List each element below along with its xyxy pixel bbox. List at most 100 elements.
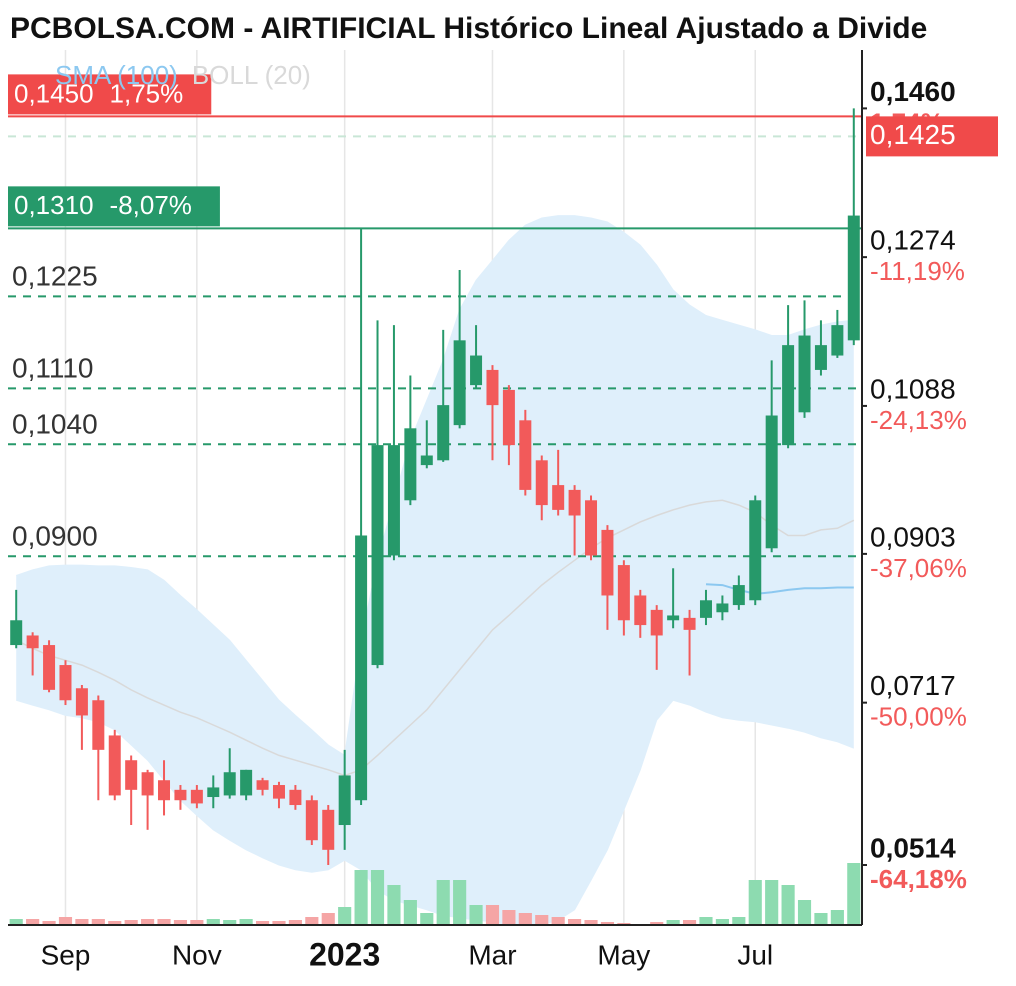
volume-bar <box>666 920 680 925</box>
candle-body <box>322 809 335 850</box>
candle-body <box>75 688 88 716</box>
candle-body <box>92 700 105 750</box>
candle-body <box>453 340 466 426</box>
candle-body <box>371 445 384 666</box>
volume-bar <box>173 920 188 925</box>
candle-body <box>338 775 351 826</box>
volume-bar <box>338 907 352 925</box>
volume-bar <box>157 919 171 925</box>
volume-bar <box>124 920 138 925</box>
candle-body <box>519 420 532 490</box>
y-tick-change: -50,00% <box>870 702 967 732</box>
candle-body <box>667 615 680 621</box>
volume-bar <box>255 921 270 925</box>
sma-line <box>705 583 854 595</box>
level-change: -8,07% <box>110 190 192 220</box>
level-box <box>8 74 212 115</box>
y-tick-label: 0,0717 <box>870 670 956 701</box>
candle-body <box>43 645 56 690</box>
y-tick-change: -37,06% <box>870 553 967 583</box>
volume-bar <box>108 921 122 925</box>
volume-bar <box>223 920 237 925</box>
volume-bar <box>518 913 532 925</box>
volume-bar <box>699 917 713 925</box>
candle-body <box>847 215 860 341</box>
volume-bar <box>75 919 89 925</box>
candle-body <box>141 772 154 796</box>
volume-bar <box>781 885 795 925</box>
x-tick-label: Nov <box>172 939 222 970</box>
y-tick-label: 0,1274 <box>870 225 956 256</box>
volume-bar <box>732 917 746 925</box>
candle-body <box>174 789 187 801</box>
volume-bar <box>485 905 500 925</box>
candle-body <box>256 780 269 790</box>
last-price-label: 0,1425 <box>870 119 956 150</box>
volume-bar <box>584 920 598 925</box>
candle-body <box>223 772 236 796</box>
candle-body <box>108 735 121 796</box>
volume-bar <box>42 921 56 925</box>
candle-body <box>749 500 762 601</box>
candle-body <box>420 455 433 466</box>
x-tick-label: 2023 <box>309 936 380 972</box>
volume-bar <box>26 919 40 925</box>
candle-body <box>486 369 499 406</box>
last-price-box <box>866 116 998 157</box>
candle-body <box>404 428 417 501</box>
candle-body <box>240 769 253 796</box>
x-tick-label: Jul <box>737 939 773 970</box>
candle-body <box>782 345 795 446</box>
volume-bar <box>715 919 729 925</box>
candle-body <box>683 617 696 630</box>
volume-bar <box>765 880 779 925</box>
volume-bar <box>206 919 220 925</box>
candle-body <box>634 595 647 626</box>
y-tick-change: -24,13% <box>870 405 967 435</box>
band-fill <box>16 215 854 925</box>
candle-body <box>535 460 548 506</box>
candle-body <box>814 345 827 370</box>
candle-body <box>699 600 712 618</box>
volume-bar <box>748 880 762 925</box>
volume-bar <box>272 921 286 925</box>
candle-body <box>437 405 450 461</box>
candle-body <box>798 335 811 413</box>
candle-body <box>26 635 39 649</box>
legend-entry: BOLL (20) <box>192 60 311 90</box>
volume-bar <box>354 870 368 925</box>
volume-bar <box>830 910 844 925</box>
volume-bar <box>403 900 417 925</box>
volume-bar <box>370 870 385 925</box>
volume-bar <box>387 885 401 925</box>
candle-body <box>355 535 368 801</box>
candle-body <box>716 603 729 613</box>
volume-bar <box>600 922 615 925</box>
candle-body <box>568 489 581 516</box>
candle-body <box>765 415 778 549</box>
volume-bar <box>535 915 549 925</box>
x-tick-label: Sep <box>41 939 91 970</box>
level-label: 0,1310 <box>14 190 94 220</box>
y-tick-label: 0,0514 <box>870 832 956 863</box>
level-change: 1,75% <box>110 78 184 108</box>
volume-bar <box>190 920 204 925</box>
band-middle <box>15 499 855 777</box>
candle-body <box>59 665 72 701</box>
band-lower <box>16 699 854 925</box>
y-tick-change: -64,18% <box>870 864 967 894</box>
candle-body <box>190 789 203 804</box>
y-tick-label: 0,1088 <box>870 373 956 404</box>
candle-body <box>732 585 745 606</box>
level-label: 0,0900 <box>12 521 98 552</box>
volume-bar <box>141 919 155 925</box>
volume-bar <box>288 920 302 925</box>
volume-bar <box>650 922 664 925</box>
candle-body <box>272 785 285 799</box>
volume-bar <box>469 905 483 925</box>
volume-bar <box>453 880 467 925</box>
candle-body <box>502 389 515 446</box>
volume-bar <box>420 913 434 925</box>
volume-bar <box>814 913 828 925</box>
